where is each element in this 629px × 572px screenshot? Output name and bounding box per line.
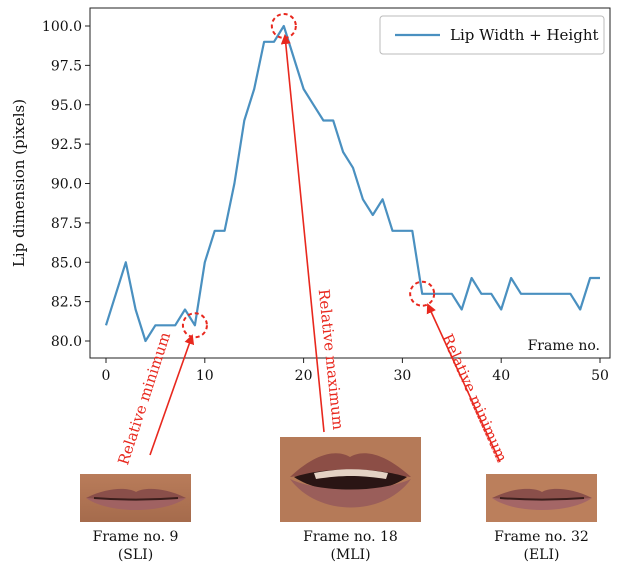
y-tick-label: 87.5 <box>51 216 82 232</box>
legend-box <box>379 15 605 55</box>
y-tick-label: 85.0 <box>51 255 82 271</box>
annotation-arrow-1 <box>280 34 325 433</box>
series-line-0 <box>104 24 600 343</box>
caption-frame-9-number: Frame no. 9 <box>92 529 179 545</box>
annotation-label-2: Relative minimum <box>438 331 511 465</box>
y-tick-label: 97.5 <box>51 58 82 74</box>
caption-frame-18-tag: (MLI) <box>330 547 371 563</box>
x-tick-label: 10 <box>196 368 214 384</box>
legend: Lip Width + Height <box>379 15 605 55</box>
annotation-label-0: Relative minimum <box>114 330 174 467</box>
legend-label: Lip Width + Height <box>450 26 599 44</box>
y-tick-label: 100.0 <box>42 19 82 35</box>
y-tick-label: 95.0 <box>51 98 82 114</box>
x-axis-label: Frame no. <box>528 338 600 354</box>
caption-frame-32-tag: (ELI) <box>523 547 560 563</box>
x-tick-label: 0 <box>102 368 111 384</box>
annotation-label-1: Relative maximum <box>315 288 348 430</box>
y-tick-label: 80.0 <box>51 334 82 350</box>
lip-image-frame-9 <box>80 474 191 522</box>
y-axis-label: Lip dimension (pixels) <box>10 99 28 267</box>
y-tick-label: 92.5 <box>51 137 82 153</box>
x-tick-label: 50 <box>591 368 609 384</box>
y-tick-label: 82.5 <box>51 295 82 311</box>
plot-frame <box>89 7 611 359</box>
x-tick-label: 20 <box>295 368 313 384</box>
lip-image-frame-32 <box>486 474 597 522</box>
annotation-circle-1 <box>270 13 297 39</box>
caption-frame-32-number: Frame no. 32 <box>494 529 589 545</box>
x-tick-label: 30 <box>393 368 411 384</box>
caption-frame-32: Frame no. 32 (ELI) <box>486 528 597 564</box>
annotation-circle-2 <box>409 280 436 307</box>
caption-frame-9: Frame no. 9 (SLI) <box>80 528 191 564</box>
y-tick-label: 90.0 <box>51 177 82 193</box>
annotation-arrow-2 <box>426 303 501 463</box>
annotation-circle-0 <box>181 312 208 339</box>
annotation-arrow-0 <box>149 334 195 456</box>
lip-image-frame-18 <box>280 437 421 522</box>
caption-frame-18-number: Frame no. 18 <box>303 529 398 545</box>
caption-frame-18: Frame no. 18 (MLI) <box>280 528 421 564</box>
x-tick-label: 40 <box>492 368 510 384</box>
caption-frame-9-tag: (SLI) <box>117 547 154 563</box>
